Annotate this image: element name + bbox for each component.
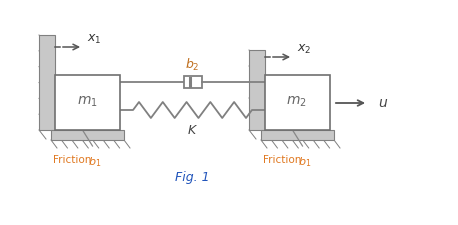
- Bar: [265, 76, 330, 130]
- Text: $m_1$: $m_1$: [77, 94, 98, 108]
- Text: $x_2$: $x_2$: [297, 43, 311, 56]
- Bar: [39, 36, 55, 130]
- Bar: [261, 130, 334, 140]
- Text: Friction: Friction: [263, 154, 305, 164]
- Bar: [184, 77, 202, 89]
- Bar: [51, 130, 124, 140]
- Text: Friction: Friction: [53, 154, 95, 164]
- Bar: [55, 76, 120, 130]
- Text: $m_2$: $m_2$: [286, 94, 307, 108]
- Text: $K$: $K$: [187, 124, 198, 136]
- Text: $b_1$: $b_1$: [88, 154, 101, 168]
- Text: $b_2$: $b_2$: [185, 57, 200, 73]
- Text: $u$: $u$: [378, 96, 388, 110]
- Text: $x_1$: $x_1$: [87, 33, 102, 46]
- Text: $b_1$: $b_1$: [298, 154, 311, 168]
- Text: Fig. 1: Fig. 1: [175, 170, 210, 183]
- Bar: [249, 51, 265, 130]
